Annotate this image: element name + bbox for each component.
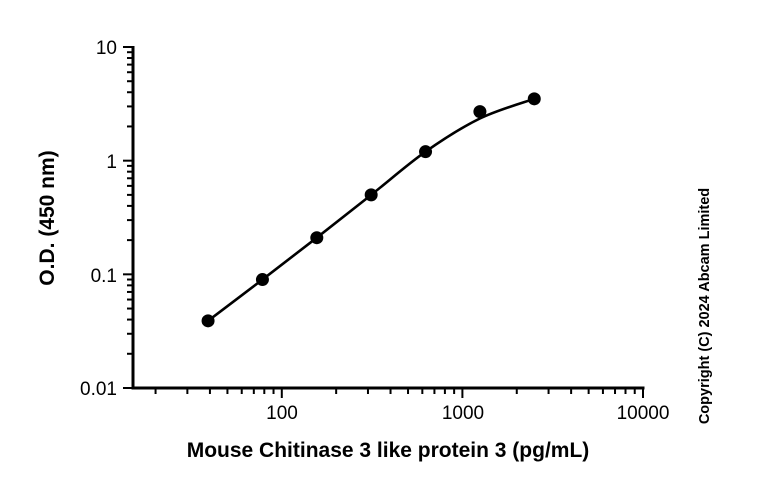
data-point: [255, 273, 269, 287]
data-point: [310, 231, 324, 245]
data-point: [201, 314, 215, 328]
y-tick-label: 0.01: [80, 379, 117, 400]
y-tick-label: 0.1: [91, 266, 117, 287]
x-axis-title: Mouse Chitinase 3 like protein 3 (pg/mL): [187, 439, 590, 462]
data-point: [419, 145, 433, 159]
x-tick-label: 100: [266, 403, 298, 424]
axes: [131, 46, 645, 390]
y-axis-title: O.D. (450 nm): [36, 150, 59, 285]
data-points: [201, 92, 541, 328]
data-point: [364, 188, 378, 202]
y-tick-label: 1: [106, 152, 117, 173]
tick-labels: 0.01 0.1 1 10 100 1000 10000: [80, 38, 669, 424]
copyright-text: Copyright (C) 2024 Abcam Limited: [697, 188, 713, 424]
y-tick-label: 10: [96, 38, 117, 59]
data-point: [527, 92, 541, 106]
x-tick-label: 1000: [442, 403, 484, 424]
fit-curve: [207, 97, 535, 322]
data-point: [473, 105, 487, 119]
x-tick-label: 10000: [617, 403, 670, 424]
tick-marks: [123, 46, 644, 398]
